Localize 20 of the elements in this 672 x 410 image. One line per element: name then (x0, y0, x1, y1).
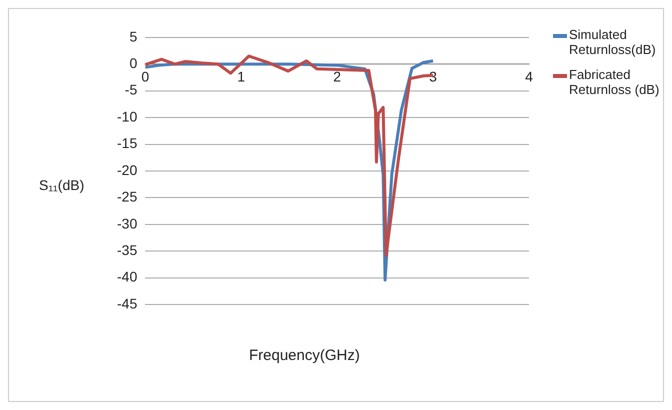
y-tick-label: -25 (117, 188, 138, 205)
x-axis-title: Frequency(GHz) (249, 347, 360, 364)
y-tick-label: -10 (117, 108, 138, 124)
y-tick-label: -15 (117, 135, 138, 152)
y-tick-label: -35 (117, 242, 138, 258)
x-tick-label: 0 (141, 68, 150, 84)
y-tick-label: 5 (129, 28, 138, 44)
legend-label: Fabricated Returnloss (dB) (569, 67, 660, 97)
y-tick-label: -40 (117, 268, 138, 285)
legend-label: Simulated Returnloss(dB) (569, 27, 657, 57)
x-tick-label: 1 (237, 68, 246, 84)
x-tick-label: 2 (333, 68, 342, 84)
y-tick-label: -20 (117, 162, 138, 178)
x-tick-label: 4 (525, 68, 534, 84)
y-axis-title: S₁₁(dB) (39, 177, 84, 193)
x-tick-label: 3 (429, 68, 438, 84)
y-tick-label: 0 (129, 54, 138, 71)
y-tick-label: -5 (124, 82, 138, 98)
y-tick-label: -45 (117, 295, 138, 312)
y-tick-label: -30 (117, 215, 138, 232)
